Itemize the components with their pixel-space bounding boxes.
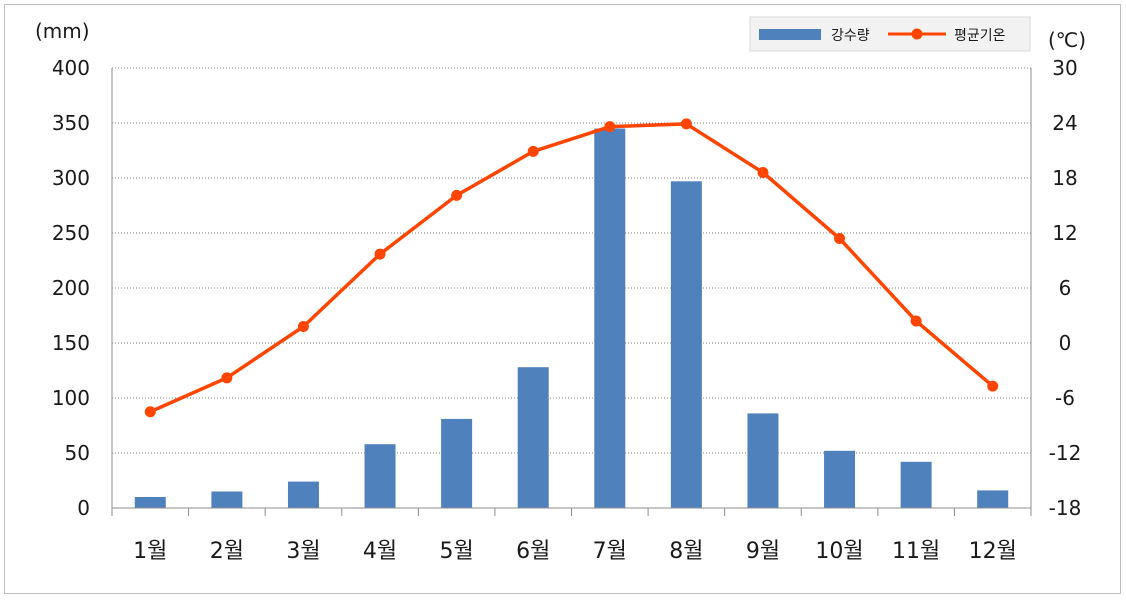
- precipitation-bar: [824, 450, 856, 508]
- precipitation-bar: [134, 497, 166, 508]
- temperature-point: [527, 145, 539, 157]
- temperature-point: [374, 248, 386, 260]
- y-left-tick-label: 350: [52, 111, 90, 135]
- y-left-tick-label: 150: [52, 331, 90, 355]
- y-left-ticks: 0 50 100 150 200 250 300 350 400: [52, 56, 90, 520]
- y-right-tick-label: 6: [1059, 276, 1072, 300]
- y-left-tick-label: 200: [52, 276, 90, 300]
- precipitation-bar: [594, 128, 626, 508]
- legend-label-bar: 강수량: [831, 28, 870, 44]
- temperature-point: [834, 233, 846, 244]
- y-left-tick-label: 400: [52, 56, 90, 80]
- legend-swatch-bar: [759, 29, 821, 40]
- x-tick-label: 4월: [363, 539, 397, 564]
- x-tick-label: 9월: [746, 539, 780, 564]
- y-right-tick-label: -6: [1055, 386, 1075, 410]
- y-right-tick-label: 18: [1052, 166, 1077, 190]
- x-tick-label: 10월: [815, 539, 863, 564]
- temperature-point: [221, 372, 233, 384]
- precipitation-bar: [900, 461, 932, 508]
- y-left-tick-label: 0: [77, 496, 90, 520]
- x-tick-label: 7월: [593, 539, 627, 564]
- y-left-tick-label: 50: [65, 441, 90, 465]
- axes: [111, 68, 1032, 516]
- grid-lines: [112, 67, 1031, 454]
- temperature-point: [604, 121, 616, 133]
- precipitation-bar: [287, 481, 319, 508]
- precipitation-bar: [517, 367, 549, 508]
- temperature-line-group: [144, 118, 999, 418]
- temperature-line: [149, 122, 994, 414]
- legend-swatch-marker: [911, 28, 923, 40]
- precipitation-bar: [364, 444, 396, 508]
- y-right-tick-label: -12: [1049, 441, 1082, 465]
- legend-label-line: 평균기온: [954, 28, 1006, 44]
- precipitation-bars: [134, 128, 1009, 509]
- precipitation-bar: [441, 418, 473, 508]
- chart-frame: 강수량 평균기온 (mm) (℃) 0 50 100 150 200 250 300 350 4…: [4, 4, 1121, 594]
- y-left-tick-label: 300: [52, 166, 90, 190]
- y-right-tick-label: 30: [1052, 56, 1077, 80]
- y-right-ticks: -18 -12 -6 0 6 12 18 24 30: [1049, 56, 1082, 520]
- x-tick-label: 8월: [669, 539, 703, 564]
- precipitation-bar: [670, 181, 702, 509]
- temperature-point: [680, 118, 692, 130]
- y-right-unit: (℃): [1048, 28, 1086, 52]
- legend: 강수량 평균기온: [749, 16, 1031, 52]
- temperature-point: [757, 167, 769, 178]
- y-right-tick-label: -18: [1049, 496, 1082, 520]
- x-tick-label: 12월: [969, 539, 1017, 564]
- x-ticks: 1월 2월 3월 4월 5월 6월 7월 8월 9월 10월 11월 12월: [133, 539, 1017, 564]
- x-tick-label: 11월: [892, 539, 940, 564]
- x-tick-label: 3월: [286, 539, 320, 564]
- y-left-tick-label: 100: [52, 386, 90, 410]
- precipitation-bar: [747, 413, 779, 508]
- y-left-tick-label: 250: [52, 221, 90, 245]
- y-right-tick-label: 12: [1052, 221, 1077, 245]
- temperature-point: [144, 406, 156, 418]
- y-right-tick-label: 0: [1059, 331, 1072, 355]
- precipitation-bar: [211, 491, 243, 508]
- x-tick-label: 5월: [440, 539, 474, 564]
- temperature-point: [987, 380, 999, 392]
- x-tick-label: 6월: [516, 539, 550, 564]
- chart-svg: 강수량 평균기온 (mm) (℃) 0501001502002503003504…: [35, 16, 1086, 564]
- precipitation-bar: [977, 490, 1009, 508]
- y-right-tick-label: 24: [1052, 111, 1077, 135]
- y-left-unit: (mm): [35, 19, 90, 43]
- x-tick-label: 2월: [210, 539, 244, 564]
- x-tick-label: 1월: [133, 539, 167, 564]
- temperature-point: [297, 321, 309, 332]
- temperature-point: [910, 315, 922, 327]
- temperature-point: [451, 189, 463, 201]
